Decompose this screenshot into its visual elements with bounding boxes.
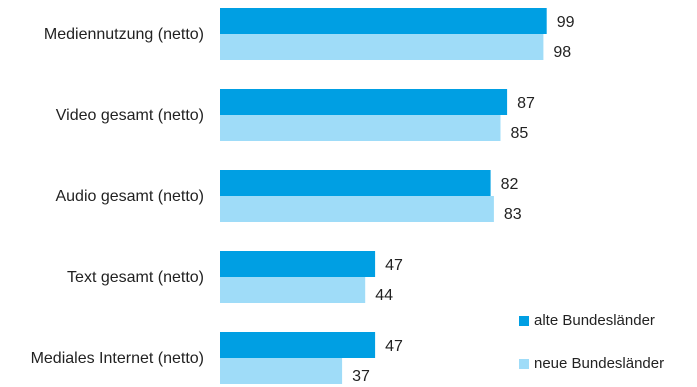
legend-label-alte: alte Bundesländer (534, 312, 655, 329)
legend-item-alte-bundeslaender: alte Bundesländer (519, 312, 655, 329)
legend-swatch-alte (519, 315, 529, 326)
value-label: 85 (511, 125, 529, 142)
bar-alte (220, 89, 508, 115)
value-label: 47 (385, 257, 403, 274)
value-label: 82 (501, 176, 519, 193)
bar-neue (220, 34, 544, 60)
bar-neue (220, 358, 343, 384)
legend-label-neue: neue Bundesländer (534, 355, 665, 372)
value-label: 98 (553, 44, 571, 61)
bar-alte (220, 8, 547, 34)
value-label: 99 (557, 14, 575, 31)
bar-neue (220, 277, 366, 303)
value-label: 47 (385, 338, 403, 355)
bar-alte (220, 332, 376, 358)
category-label: Audio gesamt (netto) (55, 188, 204, 205)
category-label: Mediennutzung (netto) (44, 26, 204, 43)
bar-alte (220, 251, 376, 277)
category-label: Mediales Internet (netto) (31, 350, 204, 367)
bar-neue (220, 196, 494, 222)
value-label: 44 (375, 287, 393, 304)
category-label: Text gesamt (netto) (67, 269, 204, 286)
value-label: 37 (352, 368, 370, 385)
value-label: 87 (517, 95, 535, 112)
value-label: 83 (504, 206, 522, 223)
legend-item-neue-bundeslaender: neue Bundesländer (519, 355, 664, 372)
category-label: Video gesamt (netto) (56, 107, 204, 124)
legend-swatch-neue (519, 358, 529, 369)
bar-alte (220, 170, 491, 196)
bar-neue (220, 115, 501, 141)
